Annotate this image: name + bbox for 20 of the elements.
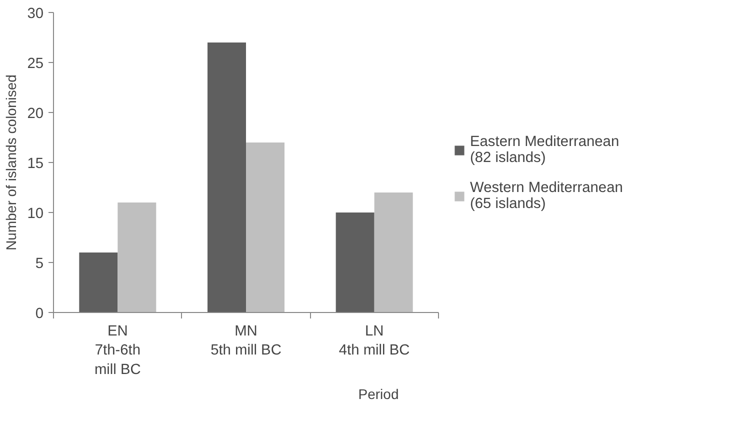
bar — [79, 252, 118, 312]
legend-label: Western Mediterranean (65 islands) — [470, 180, 623, 212]
y-tick-label: 10 — [27, 206, 44, 222]
bar — [336, 212, 374, 312]
y-axis-title: Number of islands colonised — [3, 74, 20, 250]
bar — [246, 142, 284, 312]
legend-label: Eastern Mediterranean (82 islands) — [470, 134, 620, 166]
y-tick-label: 5 — [35, 256, 44, 272]
x-tick-label: MN 5th mill BC — [210, 324, 282, 359]
y-tick-label: 20 — [27, 106, 44, 122]
x-tick-label: EN 7th-6th mill BC — [94, 324, 142, 378]
y-tick-label: 0 — [35, 306, 44, 322]
bar — [374, 192, 413, 312]
bar — [118, 202, 156, 312]
y-tick-label: 30 — [27, 6, 44, 22]
x-tick-label: LN 4th mill BC — [338, 324, 410, 359]
y-tick-label: 15 — [27, 156, 44, 172]
x-axis-title: Period — [358, 386, 399, 402]
bar — [208, 42, 246, 312]
y-tick-label: 25 — [27, 56, 44, 72]
